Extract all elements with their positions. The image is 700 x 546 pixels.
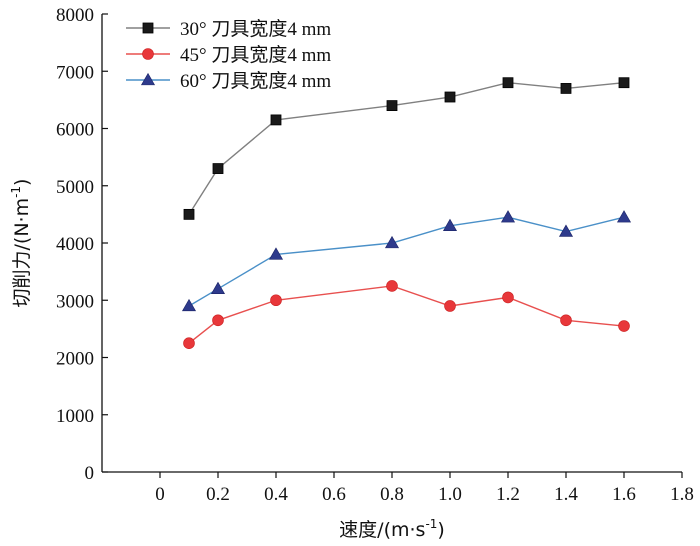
series-line — [188, 285, 625, 344]
y-tick-label: 8000 — [56, 5, 94, 26]
data-point-circle — [212, 314, 224, 327]
y-tick-label: 2000 — [56, 349, 94, 370]
data-point-triangle — [558, 224, 574, 237]
data-point-circle — [502, 291, 514, 304]
x-tick-label: 1.8 — [670, 484, 694, 505]
x-tick-label: 0.8 — [380, 484, 404, 505]
data-point-circle — [270, 294, 282, 307]
x-tick-label: 0 — [155, 484, 165, 505]
x-axis-title: 速度/(m·s-1) — [339, 517, 445, 541]
data-point-square — [270, 114, 282, 126]
data-point-triangle — [140, 72, 156, 86]
data-point-triangle — [181, 298, 197, 312]
y-tick-label: 4000 — [56, 234, 94, 255]
data-point-circle — [183, 337, 195, 349]
data-point-triangle — [268, 247, 284, 260]
data-point-circle — [142, 48, 154, 60]
data-point-square — [386, 100, 398, 111]
tick-marks — [102, 13, 683, 478]
y-tick-label: 5000 — [56, 177, 94, 198]
series-2 — [183, 280, 630, 349]
y-tick-label: 3000 — [56, 291, 94, 312]
x-tick-label: 0.6 — [322, 484, 346, 505]
data-point-circle — [560, 314, 572, 327]
series-1 — [183, 77, 630, 220]
data-point-circle — [386, 280, 398, 292]
data-point-circle — [444, 300, 456, 312]
x-tick-label: 1.2 — [496, 484, 520, 505]
y-tick-label: 7000 — [56, 62, 94, 83]
legend-entry-1: 30° 刀具宽度4 mm — [126, 18, 331, 40]
x-tick-label: 0.4 — [264, 484, 288, 505]
legend-label: 60° 刀具宽度4 mm — [180, 70, 331, 92]
legend: 30° 刀具宽度4 mm 45° 刀具宽度4 mm 60° 刀具宽度4 mm — [126, 18, 331, 92]
legend-label: 30° 刀具宽度4 mm — [180, 18, 331, 40]
data-point-square — [618, 77, 630, 89]
y-tick-label: 1000 — [56, 406, 94, 427]
legend-label: 45° 刀具宽度4 mm — [180, 44, 331, 66]
data-point-square — [502, 77, 514, 89]
y-tick-label: 6000 — [56, 120, 94, 141]
tick-labels: 0 1000 2000 3000 4000 5000 6000 7000 8000 0 0.2 0.4… — [56, 5, 694, 505]
data-point-square — [183, 208, 195, 220]
data-point-triangle — [500, 210, 516, 223]
legend-entry-3: 60° 刀具宽度4 mm — [126, 70, 331, 92]
series-line — [188, 216, 625, 307]
data-point-triangle — [442, 218, 458, 231]
data-point-triangle — [384, 235, 400, 249]
data-point-triangle — [210, 281, 226, 294]
data-point-square — [444, 91, 456, 103]
y-axis-title: 切削力/(N·m-1) — [9, 179, 33, 308]
x-tick-label: 0.2 — [206, 484, 230, 505]
data-point-square — [212, 163, 224, 174]
series-3 — [181, 210, 632, 312]
data-point-circle — [618, 320, 630, 332]
data-point-square — [142, 22, 154, 34]
x-tick-label: 1.0 — [438, 484, 462, 505]
y-tick-label: 0 — [85, 463, 95, 484]
legend-entry-2: 45° 刀具宽度4 mm — [126, 44, 331, 66]
data-point-square — [560, 83, 572, 94]
x-tick-label: 1.4 — [554, 484, 578, 505]
data-point-triangle — [616, 210, 632, 223]
series-lines — [181, 77, 632, 349]
series-line — [188, 81, 625, 215]
x-tick-label: 1.6 — [612, 484, 636, 505]
